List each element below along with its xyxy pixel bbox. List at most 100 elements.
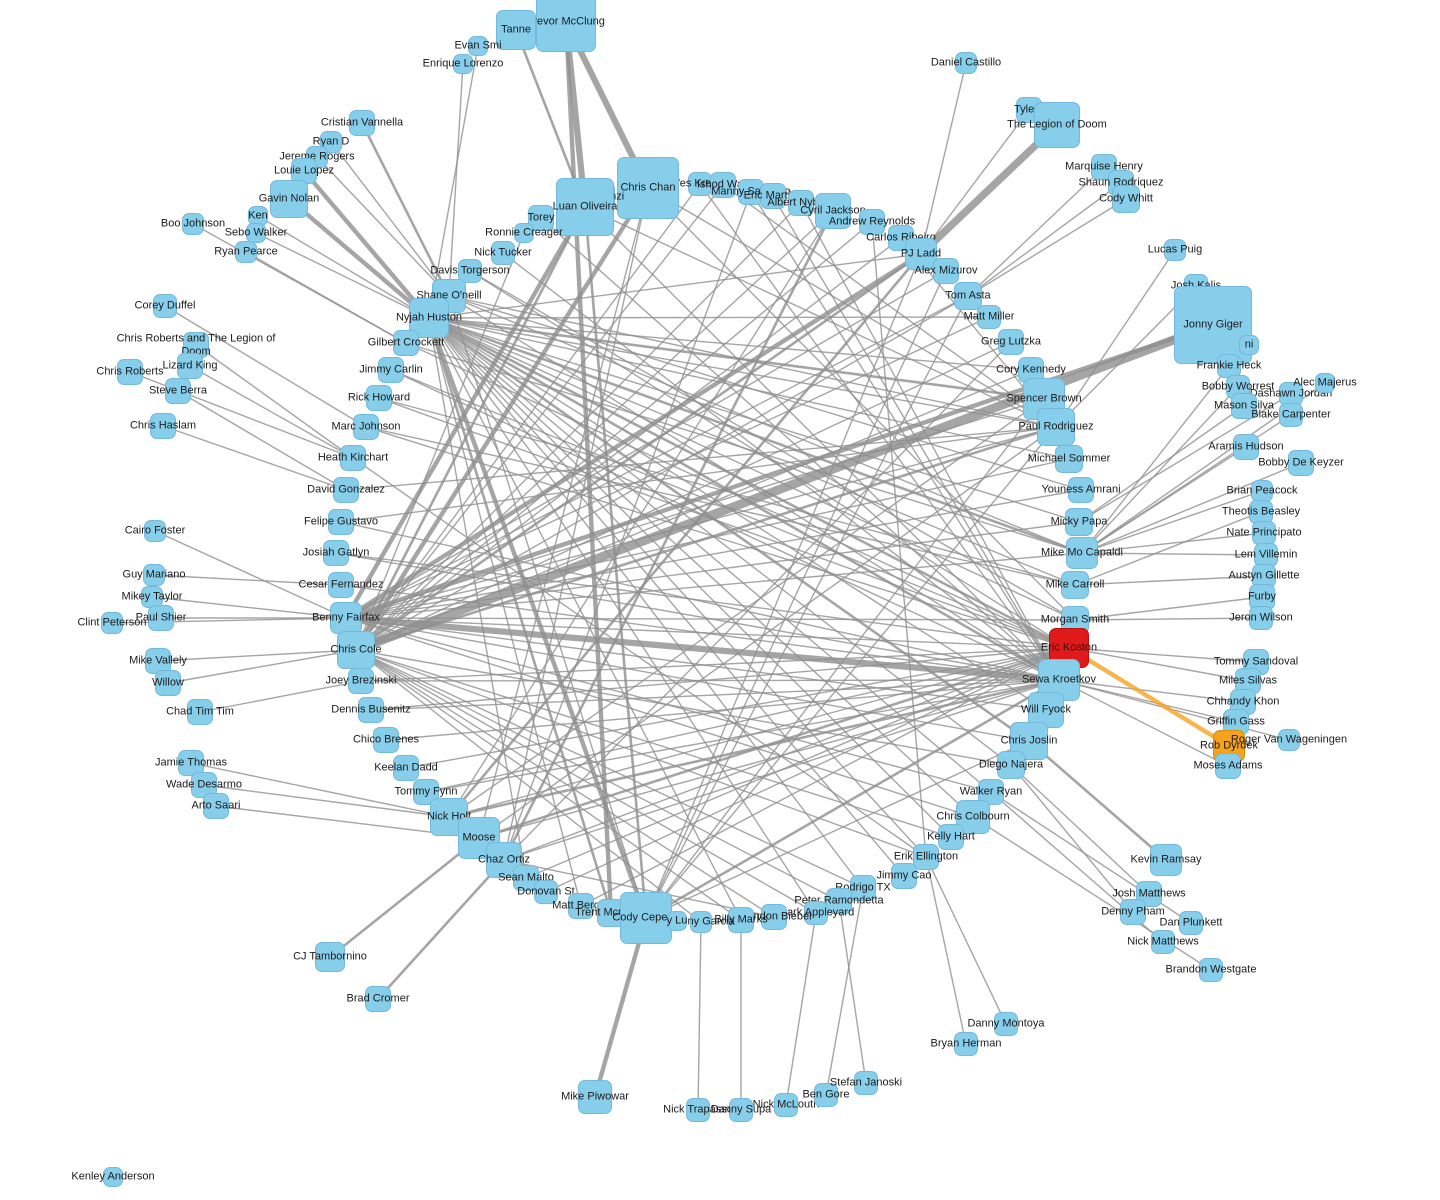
graph-node-cj-tambornino[interactable]: CJ Tambornino xyxy=(293,942,367,972)
graph-node-trevor-mcclung[interactable]: Trevor McClung xyxy=(527,0,605,52)
graph-node-eric-martina[interactable]: Eric Martina xyxy=(744,183,802,209)
graph-node-brandon-westgate[interactable]: Brandon Westgate xyxy=(1166,958,1256,982)
graph-node-dennis-busenitz[interactable]: Dennis Busenitz xyxy=(331,697,411,723)
graph-node-mason-silva[interactable]: Mason Silva xyxy=(1214,393,1274,419)
graph-node-felipe-gustavo[interactable]: Felipe Gustavo xyxy=(304,509,378,535)
graph-node-steve-berra[interactable]: Steve Berra xyxy=(149,378,207,404)
graph-node-cristian-vannella[interactable]: Cristian Vannella xyxy=(321,110,403,136)
graph-node-marc-johnson[interactable]: Marc Johnson xyxy=(331,414,401,440)
graph-node-chris-haslam[interactable]: Chris Haslam xyxy=(130,413,196,439)
graph-node-nick-mclouth[interactable]: Nick McLouth xyxy=(753,1093,819,1117)
graph-node-ronnie-creager[interactable]: Ronnie Creager xyxy=(485,223,563,243)
graph-node-the-legion-of-doom[interactable]: The Legion of Doom xyxy=(1007,102,1107,148)
graph-node-chris-roberts[interactable]: Chris Roberts xyxy=(96,359,164,385)
graph-node-dan-plunkett[interactable]: Dan Plunkett xyxy=(1160,911,1222,935)
graph-node-alex-mizurov[interactable]: Alex Mizurov xyxy=(915,258,977,284)
graph-node-gavin-nolan[interactable]: Gavin Nolan xyxy=(259,180,319,218)
graph-node-lizard-king[interactable]: Lizard King xyxy=(162,353,218,379)
graph-node-bryan-herman[interactable]: Bryan Herman xyxy=(931,1032,1001,1056)
graph-node-benny-fairfax[interactable]: Benny Fairfax xyxy=(312,602,380,634)
graph-node-mike-carroll[interactable]: Mike Carroll xyxy=(1046,571,1104,599)
graph-node-greg-lutzka[interactable]: Greg Lutzka xyxy=(981,329,1041,355)
graph-node-ishod-wair[interactable]: Ishod Wair xyxy=(697,172,749,198)
graph-node-jeron-wilson[interactable]: Jeron Wilson xyxy=(1229,606,1293,630)
graph-node-boo-johnson[interactable]: Boo Johnson xyxy=(161,213,225,235)
graph-node-peter-ramondetta[interactable]: Peter Ramondetta xyxy=(794,888,884,914)
graph-node-ryan-pearce[interactable]: Ryan Pearce xyxy=(214,241,278,263)
graph-node-nate-principato[interactable]: Nate Principato xyxy=(1226,521,1302,545)
graph-node-david-gonzalez[interactable]: David Gonzalez xyxy=(307,477,385,503)
graph-node-cesar-fernandez[interactable]: Cesar Fernandez xyxy=(299,572,384,598)
graph-node-enrique-lorenzo[interactable]: Enrique Lorenzo xyxy=(423,54,503,74)
graph-node-rodrigo-tx[interactable]: Rodrigo TX xyxy=(835,875,891,901)
graph-node-chad-tim-tim[interactable]: Chad Tim Tim xyxy=(166,699,234,725)
graph-node-jimmy-carlin[interactable]: Jimmy Carlin xyxy=(359,357,423,383)
graph-node-micky-papa[interactable]: Micky Papa xyxy=(1051,508,1107,536)
graph-node-wes-kremer[interactable]: Wes Kremer xyxy=(670,172,730,196)
graph-node-brad-cromer[interactable]: Brad Cromer xyxy=(347,986,409,1012)
graph-node-erik-ellington[interactable]: Erik Ellington xyxy=(894,844,958,870)
graph-node-kevin-ramsay[interactable]: Kevin Ramsay xyxy=(1131,844,1201,876)
graph-node-brian-peacock[interactable]: Brian Peacock xyxy=(1227,480,1297,502)
graph-node-danny-garcia[interactable]: Danny Garcia xyxy=(667,911,735,933)
graph-node-chris-cole[interactable]: Chris Cole xyxy=(330,631,382,669)
graph-node-michael-sommer[interactable]: Michael Sommer xyxy=(1028,445,1110,473)
graph-node-ben-gore[interactable]: Ben Gore xyxy=(802,1083,850,1107)
graph-node-kelly-hart[interactable]: Kelly Hart xyxy=(927,824,975,850)
graph-node-clint-peterson[interactable]: Clint Peterson xyxy=(77,612,147,634)
graph-node-luan-oliveira[interactable]: Luan Oliveira xyxy=(553,178,617,236)
graph-node-sebo-walker[interactable]: Sebo Walker xyxy=(225,223,287,243)
graph-node-nick-trapasso[interactable]: Nick Trapasso xyxy=(663,1098,733,1122)
graph-node-kenley-anderson[interactable]: Kenley Anderson xyxy=(71,1167,155,1187)
graph-node-cody-whitt[interactable]: Cody Whitt xyxy=(1099,185,1153,213)
graph-node-daniel-castillo[interactable]: Daniel Castillo xyxy=(931,52,1001,74)
graph-node-billy-marks[interactable]: Billy Marks xyxy=(714,907,768,933)
graph-node-josiah-gatlyn[interactable]: Josiah Gatlyn xyxy=(303,540,369,566)
graph-node-youness-amrani[interactable]: Youness Amrani xyxy=(1041,477,1121,503)
graph-node-arto-saari[interactable]: Arto Saari xyxy=(192,793,240,819)
graph-node-danny-supa[interactable]: Danny Supa xyxy=(711,1098,771,1122)
graph-node-y-lu[interactable]: y Lu xyxy=(667,911,687,931)
graph-node-bobby-de-keyzer[interactable]: Bobby De Keyzer xyxy=(1258,450,1344,476)
graph-node-diego-najera[interactable]: Diego Najera xyxy=(979,751,1043,779)
graph-node-gilbert-crockett[interactable]: Gilbert Crockett xyxy=(368,330,444,356)
graph-node-mike-mo-capaldi[interactable]: Mike Mo Capaldi xyxy=(1041,537,1123,569)
graph-node-mike-piwowar[interactable]: Mike Piwowar xyxy=(561,1080,629,1114)
graph-node-jimmy-cao[interactable]: Jimmy Cao xyxy=(876,863,932,889)
graph-node-lucas-puig[interactable]: Lucas Puig xyxy=(1148,239,1202,261)
graph-node-blake-carpenter[interactable]: Blake Carpenter xyxy=(1251,403,1331,427)
graph-node-tom-asta[interactable]: Tom Asta xyxy=(945,282,991,310)
graph-node-stefan-janoski[interactable]: Stefan Janoski xyxy=(830,1071,902,1095)
graph-node-willow[interactable]: Willow xyxy=(152,670,184,696)
graph-node-andrew-reynolds[interactable]: Andrew Reynolds xyxy=(829,209,915,235)
graph-node-danny-montoya[interactable]: Danny Montoya xyxy=(967,1012,1045,1036)
graph-node-nick-tucker[interactable]: Nick Tucker xyxy=(474,241,532,265)
graph-node-heath-kirchart[interactable]: Heath Kirchart xyxy=(318,445,388,471)
graph-node-cody-cepeda[interactable]: Cody Cepeda xyxy=(612,892,680,944)
graph-node-mark-appleyard[interactable]: Mark Appleyard xyxy=(778,901,854,925)
graph-node-chico-brenes[interactable]: Chico Brenes xyxy=(353,727,419,753)
graph-node-roger-van-wageningen[interactable]: Roger Van Wageningen xyxy=(1231,729,1347,751)
graph-node-nick-matthews[interactable]: Nick Matthews xyxy=(1127,930,1199,954)
graph-node-albert-nyberg[interactable]: Albert Nyberg xyxy=(767,190,835,216)
graph-node-matt-miller[interactable]: Matt Miller xyxy=(964,305,1014,329)
graph-node-cairo-foster[interactable]: Cairo Foster xyxy=(125,520,185,542)
graph-node-brandon-biebel[interactable]: Brandon Biebel xyxy=(736,904,812,930)
graph-node-chris-chan[interactable]: Chris Chan xyxy=(617,157,679,219)
graph-node-evan-smi[interactable]: Evan Smi xyxy=(454,36,502,56)
graph-node-guy-mariano[interactable]: Guy Mariano xyxy=(123,564,185,586)
graph-node-keelan-dadd[interactable]: Keelan Dadd xyxy=(374,755,438,781)
graph-node-cyril-jackson[interactable]: Cyril Jackson xyxy=(800,193,866,229)
graph-node-matt-berger[interactable]: Matt Berger xyxy=(552,893,610,919)
graph-node-paul-shier[interactable]: Paul Shier xyxy=(136,605,186,631)
graph-node-tanne[interactable]: Tanne xyxy=(496,10,536,50)
graph-node-alec-majerus[interactable]: Alec Majerus xyxy=(1293,373,1357,393)
graph-node-moses-adams[interactable]: Moses Adams xyxy=(1193,753,1263,779)
graph-node-ni[interactable]: ni xyxy=(1239,335,1259,355)
graph-node-rick-howard[interactable]: Rick Howard xyxy=(348,385,410,411)
graph-node-paul-rodriguez[interactable]: Paul Rodriguez xyxy=(1018,408,1094,446)
graph-node-donovan-st[interactable]: Donovan St xyxy=(517,880,575,904)
graph-node-corey-duffel[interactable]: Corey Duffel xyxy=(135,294,195,318)
graph-node-denny-pham[interactable]: Denny Pham xyxy=(1101,899,1165,925)
